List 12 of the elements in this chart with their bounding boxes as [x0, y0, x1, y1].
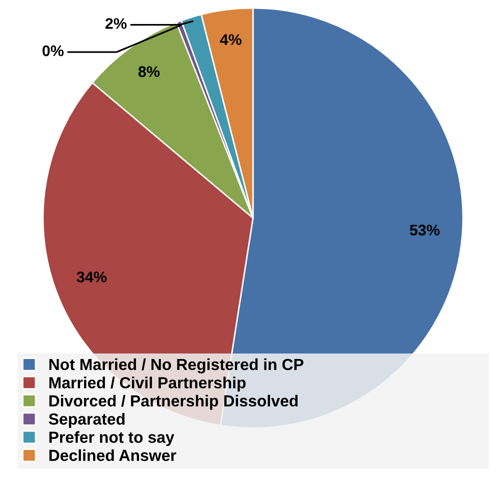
data-label: 53% — [410, 224, 440, 236]
data-label: 2% — [105, 18, 127, 29]
legend-label: Prefer not to say — [49, 431, 174, 446]
data-label: 0% — [42, 45, 64, 56]
legend-label: Not Married / No Registered in CP — [49, 358, 304, 374]
legend-label: Divorced / Partnership Dissolved — [49, 394, 298, 410]
data-label: 8% — [138, 66, 160, 78]
legend-label: Separated — [48, 412, 125, 428]
legend-label: Declined Answer — [49, 449, 176, 462]
legend-label: Married / Civil Partnership — [49, 376, 246, 392]
data-label: 4% — [220, 34, 242, 45]
data-label: 34% — [76, 272, 107, 282]
